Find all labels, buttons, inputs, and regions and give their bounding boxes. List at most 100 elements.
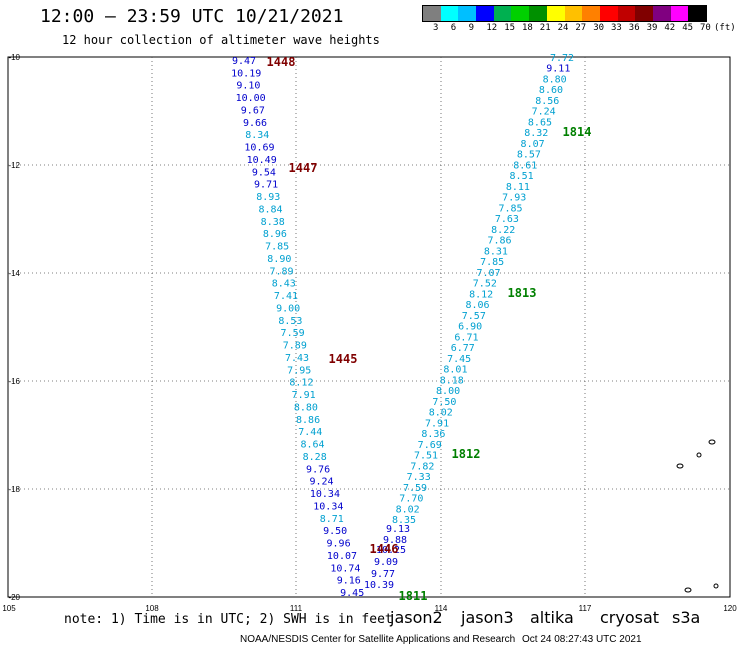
island-shape [708,439,716,445]
swh-value: 10.34 [313,501,343,512]
swh-value: 7.91 [425,418,449,429]
swh-value: 9.16 [337,576,361,587]
swh-value: 7.69 [418,440,442,451]
swh-value: 10.74 [330,563,360,574]
swh-value: 8.80 [294,402,318,413]
swh-value: 10.49 [247,155,277,166]
colorbar-cell [564,6,583,21]
swh-value: 9.88 [383,535,407,546]
colorbar-label: 12 [486,23,498,33]
swh-value: 8.43 [272,279,296,290]
colorbar-unit: (ft) [714,23,736,33]
x-tick-label: 114 [435,604,448,613]
colorbar-cell [688,6,706,21]
swh-value: 8.36 [421,429,445,440]
swh-value: 7.63 [495,214,519,225]
swh-value: 8.31 [484,246,508,257]
swh-value: 6.71 [454,332,478,343]
swh-value: 7.70 [399,494,423,505]
swh-value: 8.57 [517,150,541,161]
swh-value: 7.45 [447,354,471,365]
swh-value: 9.47 [232,56,256,67]
swh-value: 7.44 [298,427,322,438]
swh-value: 7.43 [285,353,309,364]
swh-value: 8.80 [543,74,567,85]
swh-value: 7.59 [281,328,305,339]
swh-value: 9.09 [374,557,398,568]
swh-value: 7.07 [476,268,500,279]
y-tick-label: -10 [8,53,20,62]
swh-value: 8.65 [528,117,552,128]
swh-value: 9.11 [546,64,570,75]
y-tick-label: -14 [8,269,20,278]
y-tick-label: -20 [8,593,20,602]
x-tick-label: 105 [2,604,16,613]
island-shape [676,463,684,469]
swh-value: 10.34 [310,489,340,500]
swh-value: 7.52 [473,279,497,290]
swh-value: 9.76 [306,464,330,475]
colorbar-label: 42 [664,23,676,33]
swh-value: 7.86 [487,236,511,247]
colorbar-cell [582,6,600,21]
swh-value: 9.67 [241,105,265,116]
pass-time-label: 1448 [267,55,296,69]
colorbar-cell [458,6,477,21]
legend-s3a: s3a [672,608,701,627]
swh-value: 7.95 [287,365,311,376]
swh-value: 8.96 [263,229,287,240]
swh-value: 8.28 [303,452,327,463]
swh-value: 8.61 [513,160,537,171]
colorbar-cell [440,6,459,21]
wave-height-colorbar [422,5,707,22]
swh-value: 8.35 [392,515,416,526]
swh-value: 8.07 [521,139,545,150]
swh-value: 9.71 [254,180,278,191]
colorbar-label: 6 [450,23,457,33]
swh-value: 8.12 [289,378,313,389]
swh-value: 9.77 [371,569,395,580]
note-text: note: 1) Time is in UTC; 2) SWH is in fe… [64,612,393,627]
swh-value: 8.18 [440,375,464,386]
swh-value: 6.77 [451,343,475,354]
swh-value: 9.45 [340,588,364,599]
pass-time-label: 1813 [508,286,537,300]
colorbar-cell [546,6,565,21]
swh-value: 8.53 [278,316,302,327]
footer-timestamp: Oct 24 08:27:43 UTC 2021 [522,634,642,645]
swh-value: 8.71 [320,514,344,525]
swh-value: 7.41 [274,291,298,302]
island-shape [684,587,692,593]
swh-value: 7.24 [532,107,556,118]
swh-value: 7.33 [407,472,431,483]
page-subtitle: 12 hour collection of altimeter wave hei… [62,33,380,47]
x-tick-label: 108 [145,604,159,613]
colorbar-cell [511,6,530,21]
colorbar-cell [635,6,653,21]
swh-value: 8.84 [258,204,282,215]
colorbar-cell [599,6,618,21]
colorbar-label: 36 [628,23,640,33]
swh-value: 7.50 [432,397,456,408]
legend-cryosat: cryosat [600,608,660,627]
colorbar-label: 30 [593,23,605,33]
pass-time-label: 1814 [563,125,592,139]
swh-value: 8.02 [429,408,453,419]
legend-jason3: jason3 [461,608,514,627]
swh-value: 8.06 [465,300,489,311]
swh-value: 9.66 [243,118,267,129]
colorbar-label: 33 [611,23,622,33]
swh-value: 8.32 [524,128,548,139]
footer-credit: NOAA/NESDIS Center for Satellite Applica… [240,634,516,645]
swh-value: 8.00 [436,386,460,397]
colorbar-cell [423,6,441,21]
y-tick-label: -18 [8,485,20,494]
swh-value: 7.85 [499,203,523,214]
swh-value: 10.07 [327,551,357,562]
colorbar-label: 39 [646,23,658,33]
swh-value: 7.82 [410,461,434,472]
swh-value: 8.56 [535,96,559,107]
swh-value: 7.89 [270,266,294,277]
